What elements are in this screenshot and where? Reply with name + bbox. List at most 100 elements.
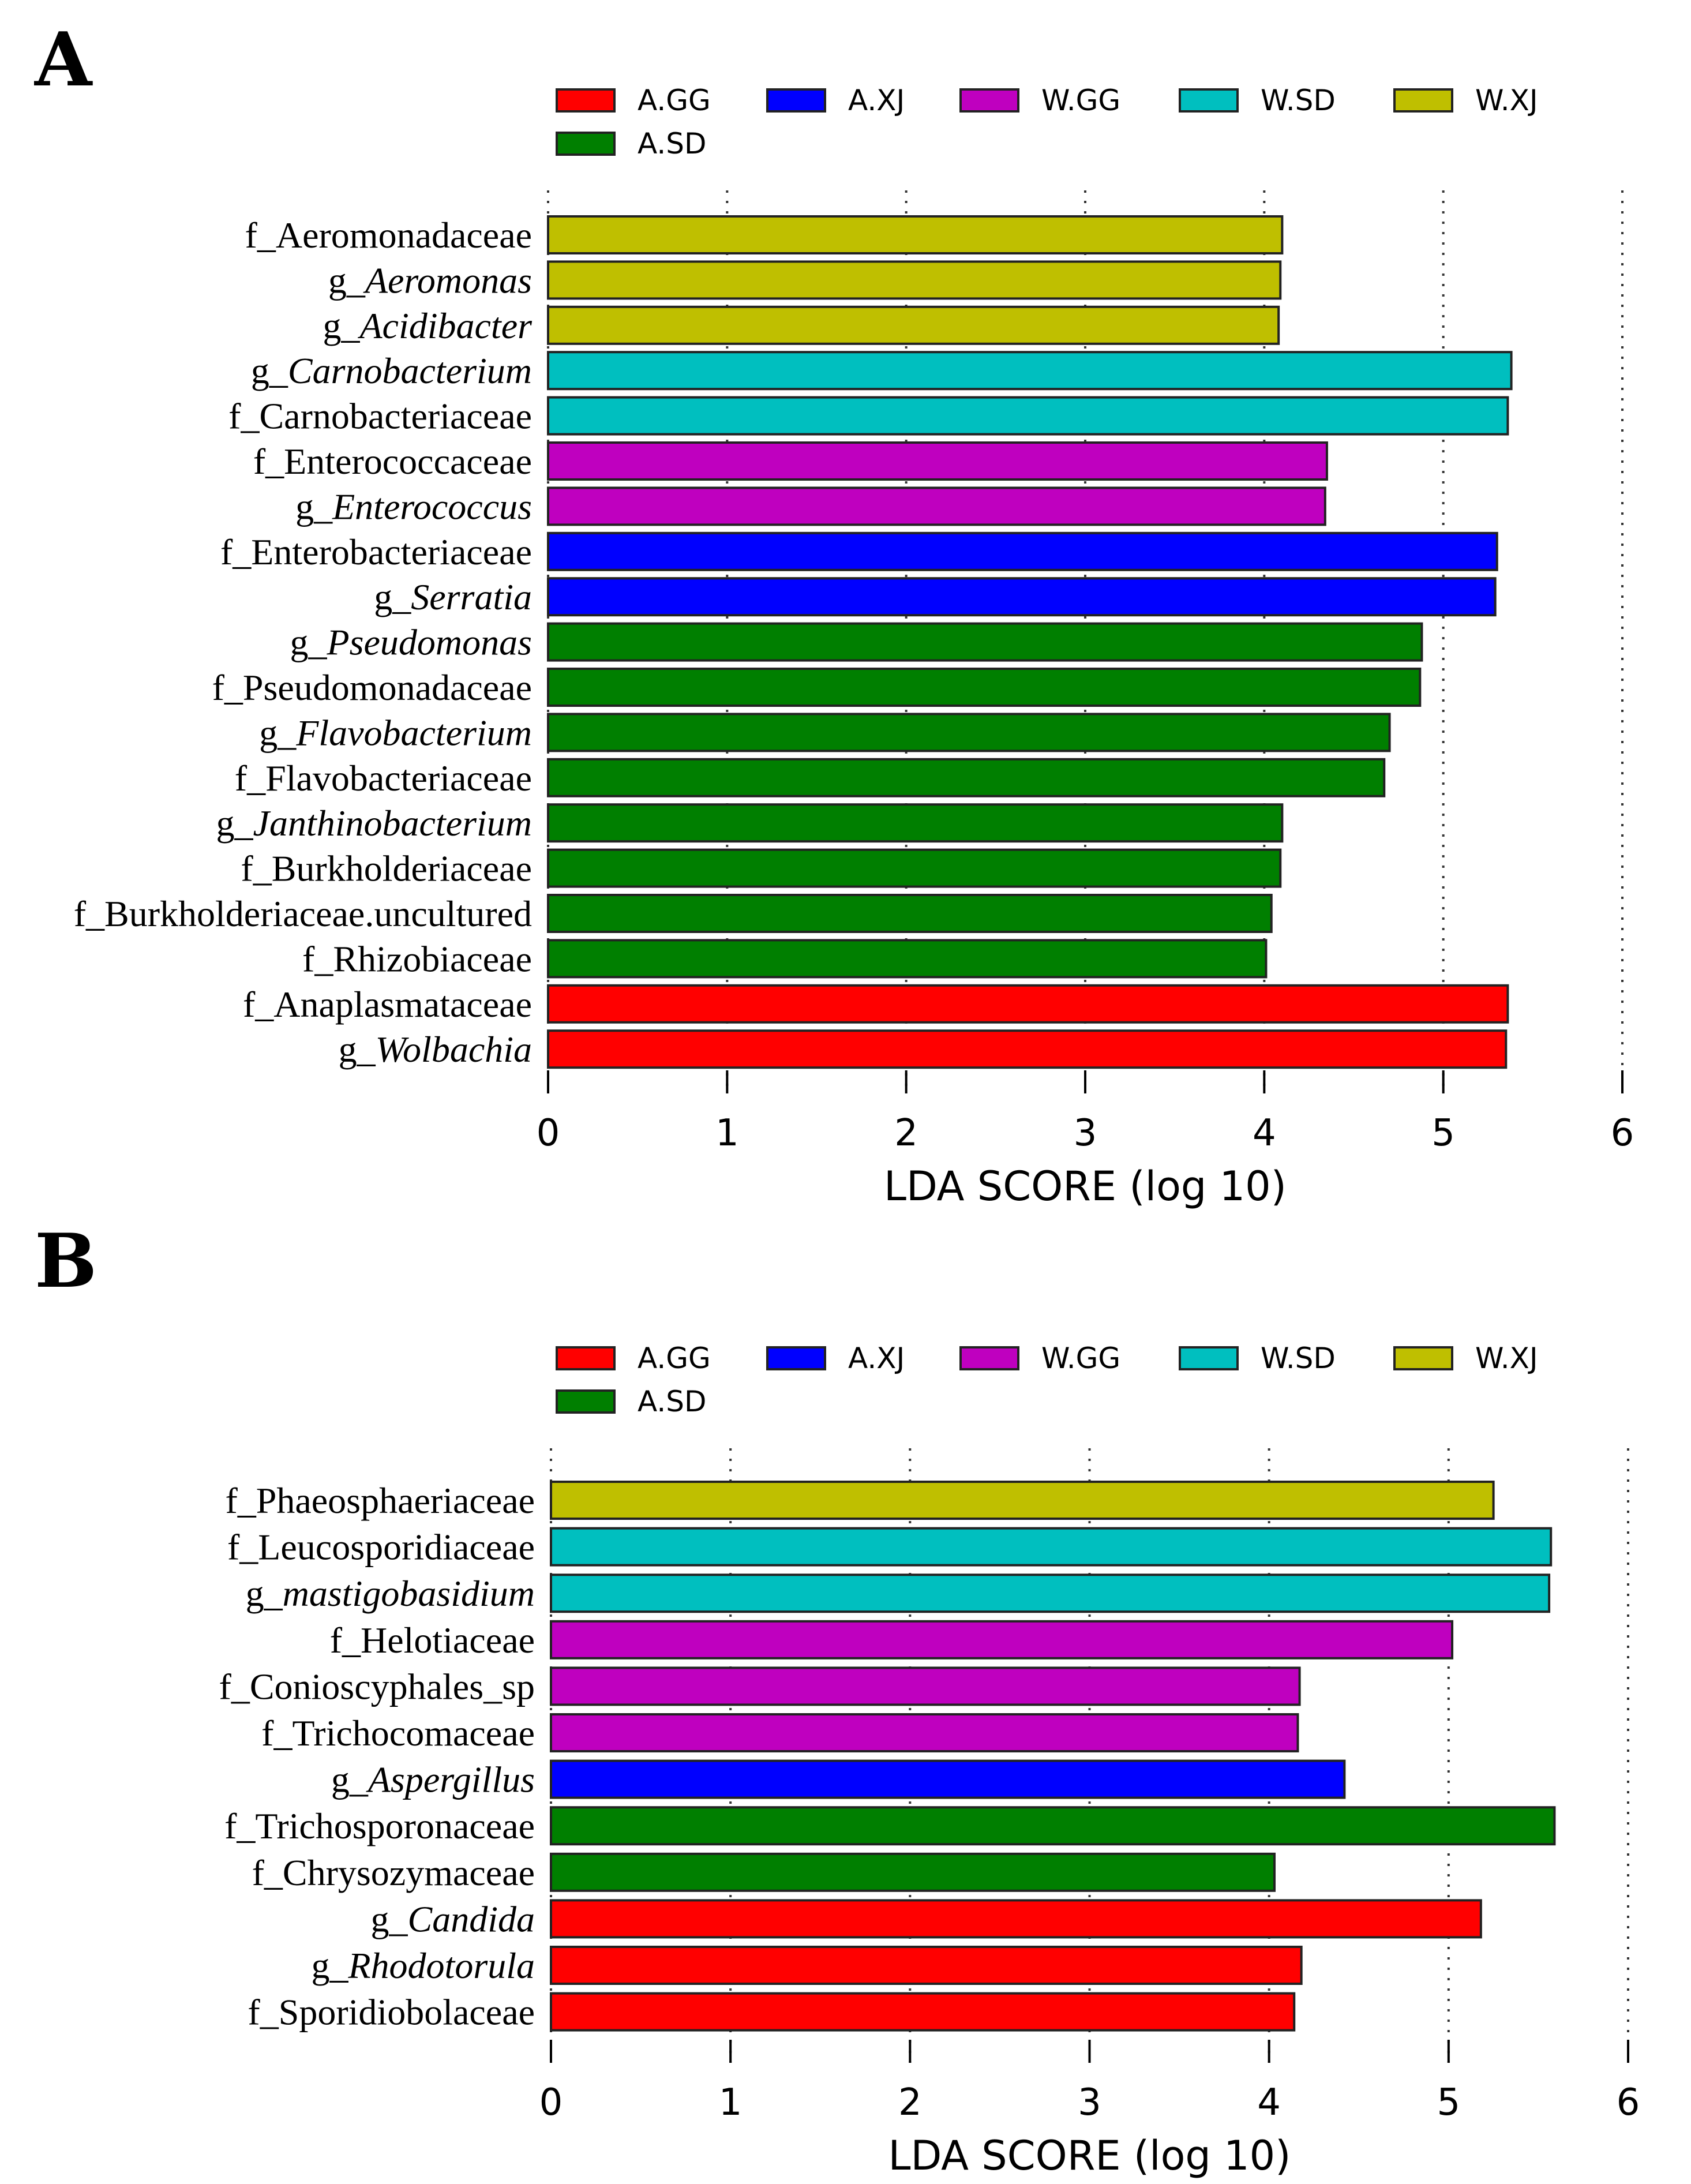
- bar-rect: [547, 668, 1422, 707]
- bar-rect: [547, 894, 1273, 933]
- bar-aeromonadaceae: f_Aeromonadaceae: [245, 215, 1284, 256]
- legend-swatch: [556, 1389, 616, 1414]
- legend-item-w-sd: W.SD: [1179, 1342, 1336, 1375]
- bar-label: f_Helotiaceae: [330, 1620, 535, 1661]
- bar-serratia: g_Serratia: [374, 576, 1497, 617]
- bar-label: g_Wolbachia: [339, 1029, 532, 1070]
- x-tick-label: 6: [1611, 1112, 1634, 1155]
- bar-leucosporidiaceae: f_Leucosporidiaceae: [227, 1527, 1553, 1568]
- bar-label: f_Burkholderiaceae.uncultured: [74, 893, 532, 934]
- bar-chrysozymaceae: f_Chrysozymaceae: [252, 1852, 1276, 1893]
- bar-rect: [547, 441, 1328, 481]
- panel-label-a: A: [34, 17, 93, 103]
- x-tick-label: 2: [898, 2081, 922, 2124]
- bar-label: g_Aspergillus: [331, 1759, 535, 1800]
- bar-rect: [550, 1946, 1303, 1985]
- bar-rect: [550, 1852, 1276, 1892]
- bar-label: f_Conioscyphales_sp: [219, 1666, 535, 1707]
- bar-trichocomaceae: f_Trichocomaceae: [261, 1713, 1299, 1754]
- bar-label: g_Janthinobacterium: [216, 803, 532, 844]
- panel-label-b: B: [35, 1218, 97, 1305]
- bar-trichosporonaceae: f_Trichosporonaceae: [224, 1805, 1556, 1846]
- legend-label: W.GG: [1041, 84, 1120, 117]
- bar-rect: [547, 713, 1391, 752]
- bar-label: f_Trichocomaceae: [261, 1713, 535, 1754]
- bar-label: g_Rhodotorula: [311, 1945, 535, 1986]
- bar-rect: [547, 1029, 1508, 1069]
- bar-sporidiobolaceae: f_Sporidiobolaceae: [248, 1992, 1296, 2033]
- bar-rect: [547, 939, 1268, 979]
- legend-item-a-gg: A.GG: [556, 1342, 711, 1375]
- bar-rect: [550, 1574, 1551, 1613]
- legend-item-a-gg: A.GG: [556, 84, 711, 117]
- x-axis-title: LDA SCORE (log 10): [884, 1163, 1287, 1210]
- bar-burkholderiaceae: f_Burkholderiaceae: [241, 848, 1282, 889]
- bar-carnobacterium: g_Carnobacterium: [251, 350, 1513, 391]
- bar-rhodotorula: g_Rhodotorula: [311, 1945, 1303, 1986]
- legend-item-w-gg: W.GG: [959, 1342, 1120, 1375]
- bar-label: f_Pseudomonadaceae: [212, 667, 532, 708]
- bar-rect: [547, 396, 1509, 436]
- legend-label: W.SD: [1261, 1342, 1336, 1375]
- legend-label: W.XJ: [1475, 84, 1538, 117]
- legend-item-w-xj: W.XJ: [1393, 84, 1538, 117]
- bar-pseudomonadaceae: f_Pseudomonadaceae: [212, 667, 1422, 708]
- legend-label: A.SD: [638, 127, 706, 160]
- legend-swatch: [556, 132, 616, 156]
- bar-label: f_Phaeosphaeriaceae: [225, 1480, 535, 1521]
- bar-rect: [550, 1992, 1296, 2032]
- legend-swatch: [959, 1346, 1019, 1370]
- legend-swatch: [766, 1346, 826, 1370]
- bar-rect: [550, 1620, 1454, 1659]
- x-tick-label: 3: [1074, 1112, 1097, 1155]
- bar-carnobacteriaceae: f_Carnobacteriaceae: [228, 396, 1509, 437]
- bar-label: f_Anaplasmataceae: [243, 984, 532, 1025]
- bar-aspergillus: g_Aspergillus: [331, 1759, 1346, 1800]
- x-tick-label: 1: [719, 2081, 743, 2124]
- bar-rect: [550, 1666, 1301, 1706]
- bar-label: f_Trichosporonaceae: [224, 1805, 535, 1846]
- legend-label: A.SD: [638, 1385, 706, 1418]
- bar-anaplasmataceae: f_Anaplasmataceae: [243, 984, 1509, 1025]
- x-tick-label: 0: [537, 1112, 560, 1155]
- legend-label: A.GG: [638, 84, 711, 117]
- bar-rhizobiaceae: f_Rhizobiaceae: [302, 938, 1268, 979]
- bar-label: f_Rhizobiaceae: [302, 938, 532, 979]
- bar-aeromonas: g_Aeromonas: [328, 260, 1282, 301]
- x-tick-label: 5: [1437, 2081, 1460, 2124]
- bar-label: f_Sporidiobolaceae: [248, 1992, 535, 2033]
- bar-flavobacterium: g_Flavobacterium: [259, 712, 1391, 753]
- legend-swatch: [1179, 1346, 1239, 1370]
- bar-label: f_Flavobacteriaceae: [235, 758, 532, 799]
- bar-flavobacteriaceae: f_Flavobacteriaceae: [235, 758, 1386, 799]
- legend-item-a-xj: A.XJ: [766, 84, 905, 117]
- legend-label: W.SD: [1261, 84, 1336, 117]
- legend-item-a-sd: A.SD: [556, 1385, 706, 1418]
- bar-label: f_Enterococcaceae: [253, 441, 532, 482]
- bar-conioscyphales-sp: f_Conioscyphales_sp: [219, 1666, 1301, 1707]
- bar-label: f_Leucosporidiaceae: [227, 1527, 535, 1568]
- bar-phaeosphaeriaceae: f_Phaeosphaeriaceae: [225, 1480, 1495, 1521]
- legend-swatch: [1179, 88, 1239, 113]
- bar-pseudomonas: g_Pseudomonas: [290, 622, 1423, 663]
- x-tick-label: 5: [1431, 1112, 1455, 1155]
- bar-label: g_mastigobasidium: [246, 1573, 535, 1614]
- bar-rect: [547, 577, 1497, 617]
- legend-swatch: [1393, 88, 1453, 113]
- bar-rect: [550, 1759, 1346, 1799]
- legend-item-w-sd: W.SD: [1179, 84, 1336, 117]
- bar-rect: [547, 260, 1282, 300]
- bar-label: g_Flavobacterium: [259, 712, 532, 753]
- bar-rect: [547, 531, 1498, 571]
- bar-rect: [547, 486, 1326, 526]
- bar-rect: [547, 758, 1386, 797]
- x-tick-label: 0: [539, 2081, 563, 2124]
- bar-candida: g_Candida: [371, 1898, 1482, 1939]
- bar-label: g_Enterococcus: [295, 486, 532, 527]
- bar-mastigobasidium: g_mastigobasidium: [246, 1573, 1551, 1614]
- legend-item-w-xj: W.XJ: [1393, 1342, 1538, 1375]
- x-axis-title: LDA SCORE (log 10): [888, 2132, 1291, 2179]
- legend-swatch: [959, 88, 1019, 113]
- x-tick-label: 4: [1253, 1112, 1276, 1155]
- x-tick-label: 1: [715, 1112, 739, 1155]
